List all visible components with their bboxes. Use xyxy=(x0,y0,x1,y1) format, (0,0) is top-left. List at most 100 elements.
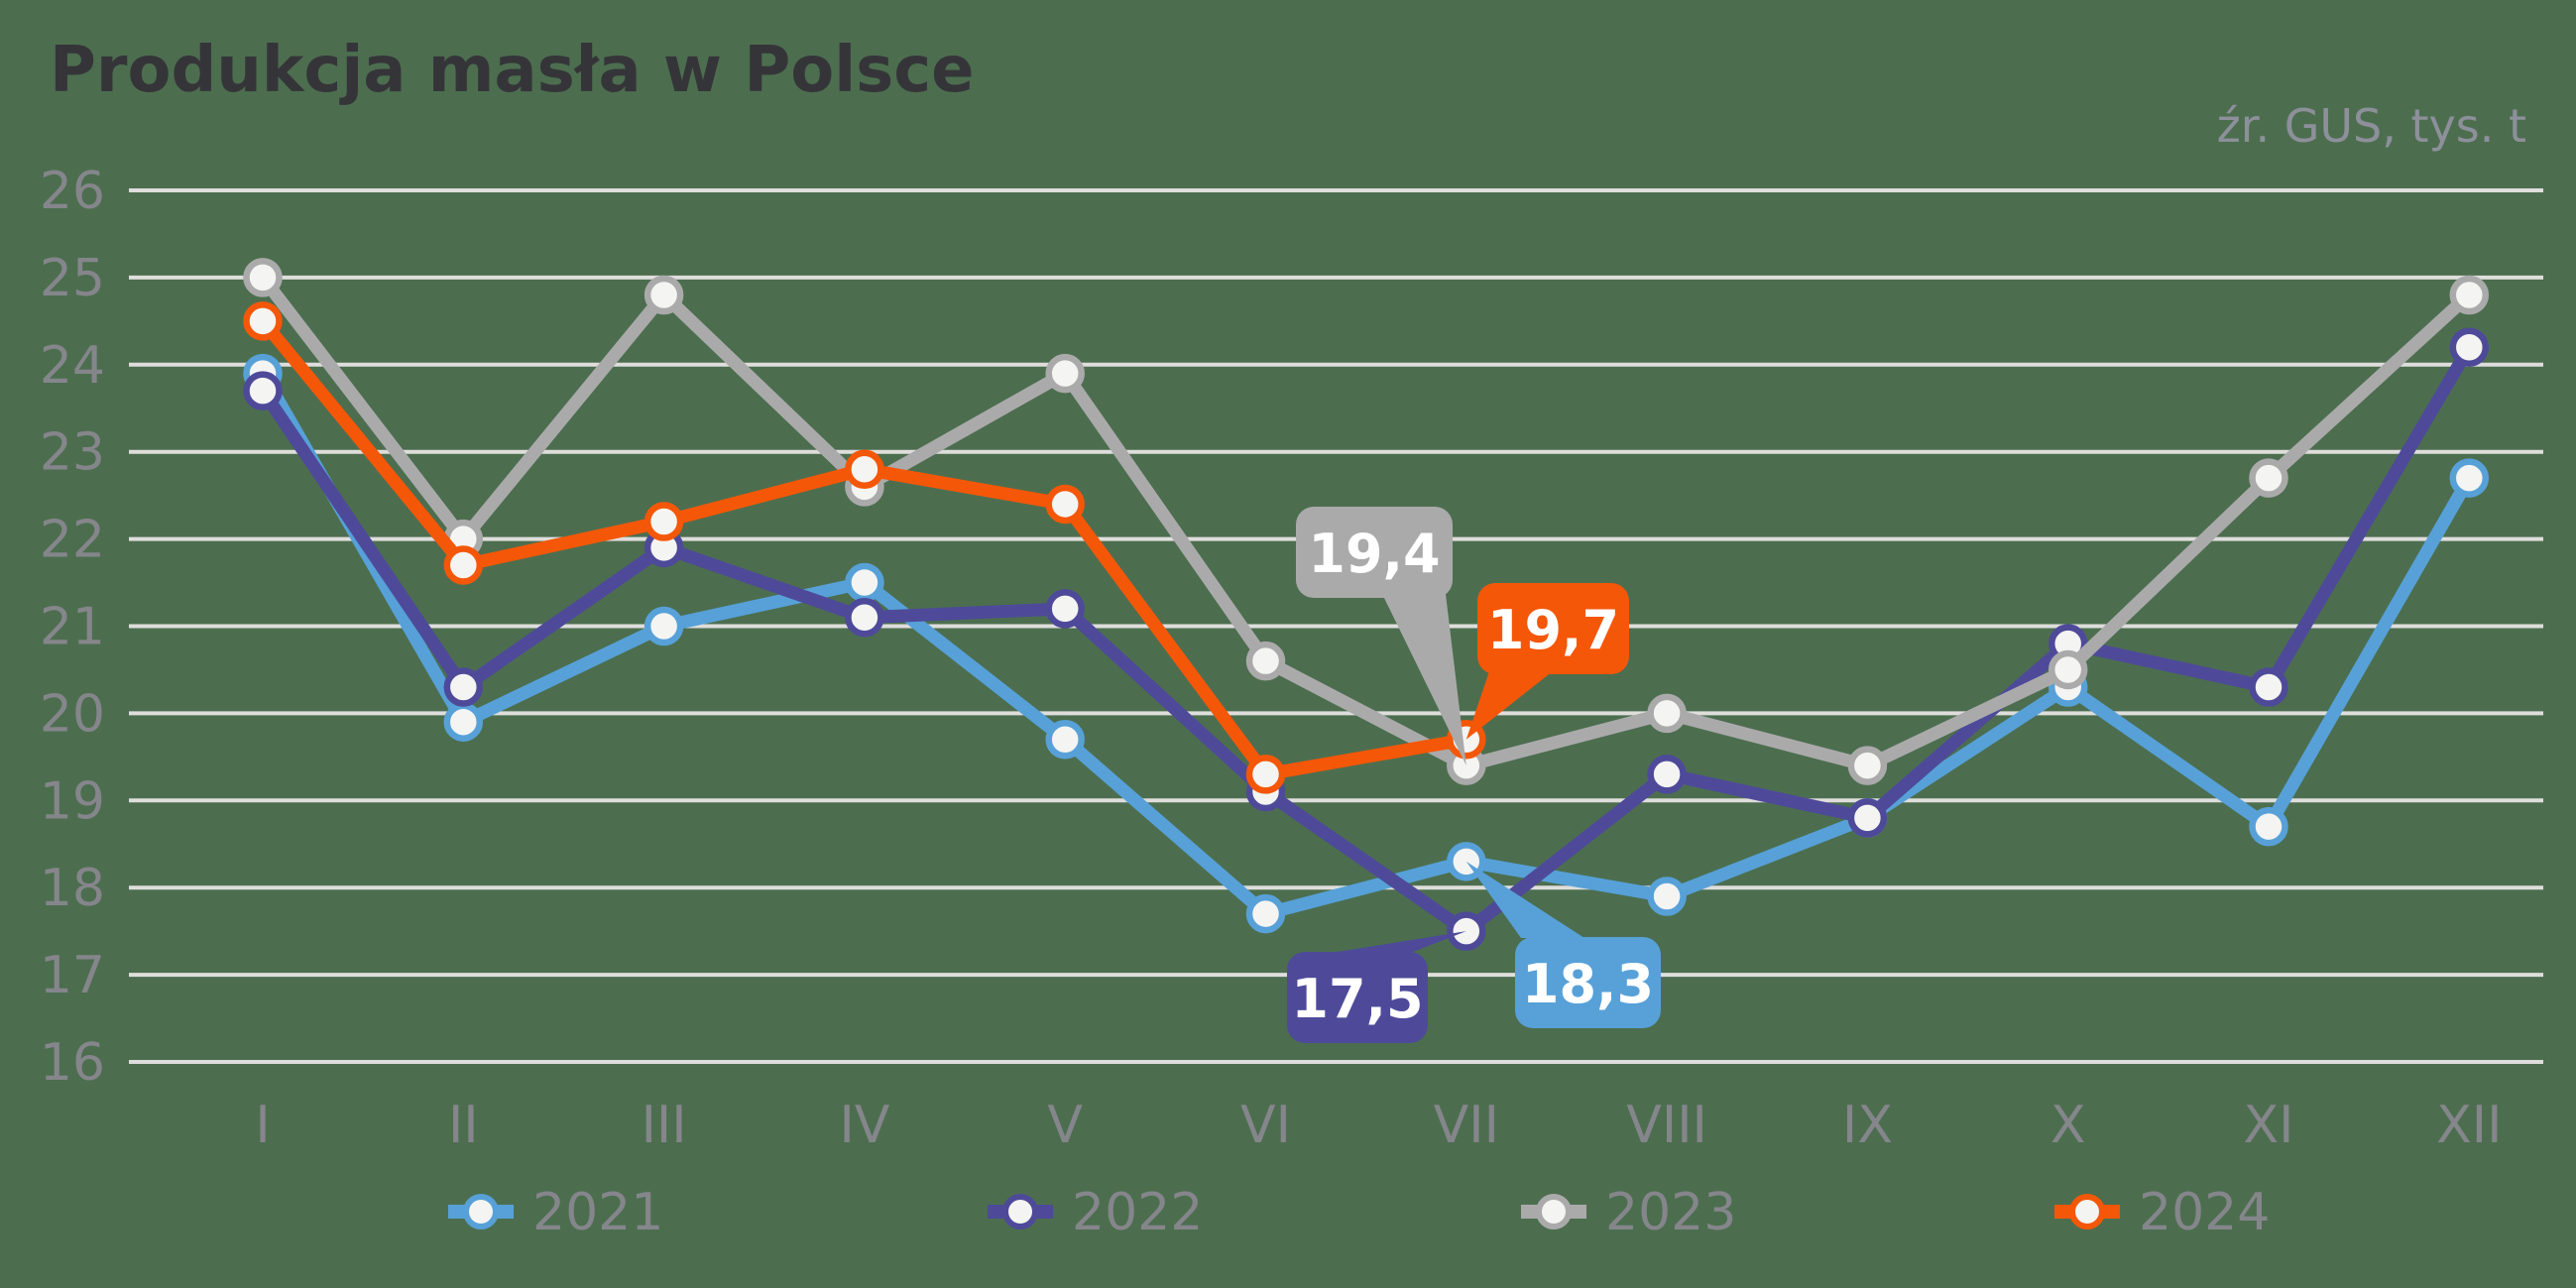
point-2024-III xyxy=(644,502,684,541)
point-2022-IX xyxy=(1847,798,1888,838)
line-2023 xyxy=(256,271,2476,772)
gridlines xyxy=(129,188,2543,1064)
point-2021-II xyxy=(443,702,484,742)
point-2021-XII xyxy=(2449,458,2490,498)
callout-label-2021: 18,3 xyxy=(1522,953,1654,1015)
callout-label-2024: 19,7 xyxy=(1487,599,1619,661)
callout-2021: 18,3 xyxy=(1465,861,1661,1028)
point-2022-XII xyxy=(2449,327,2490,367)
series-2022 xyxy=(243,327,2490,951)
x-tick-IV: IV xyxy=(839,1096,889,1155)
legend-entry-2022: 2022 xyxy=(988,1183,1203,1242)
y-tick-19: 19 xyxy=(40,771,105,831)
x-tick-V: V xyxy=(1047,1096,1083,1155)
series-2021 xyxy=(243,353,2490,934)
legend: 2021 2022 2023 2024 xyxy=(448,1183,2270,1242)
line-2021 xyxy=(256,367,2476,921)
y-tick-20: 20 xyxy=(40,684,105,744)
point-2021-IV xyxy=(845,562,884,603)
callout-box-2023 xyxy=(1296,507,1453,598)
point-2024-VI xyxy=(1245,755,1286,794)
y-tick-16: 16 xyxy=(40,1033,105,1093)
y-tick-21: 21 xyxy=(40,598,105,657)
x-tick-IX: IX xyxy=(1842,1096,1893,1155)
callout-2022: 17,5 xyxy=(1287,931,1466,1043)
point-2023-XI xyxy=(2249,458,2288,498)
x-tick-III: III xyxy=(642,1096,687,1155)
y-tick-23: 23 xyxy=(40,423,105,483)
callout-label-2023: 19,4 xyxy=(1308,523,1440,585)
point-2021-V xyxy=(1045,720,1085,760)
point-2024-IV xyxy=(845,449,884,490)
point-2023-VIII xyxy=(1647,693,1687,734)
callout-pointer-2022 xyxy=(1325,931,1466,954)
line-2024 xyxy=(256,314,1473,781)
legend-label-2024: 2024 xyxy=(2139,1183,2270,1242)
series-2023 xyxy=(243,258,2490,785)
point-2023-X xyxy=(2048,649,2088,690)
point-2023-I xyxy=(243,258,283,297)
point-2024-V xyxy=(1045,484,1085,525)
x-tick-X: X xyxy=(2050,1096,2086,1155)
point-2021-XI xyxy=(2249,806,2288,847)
legend-label-2022: 2022 xyxy=(1072,1183,1203,1242)
point-2024-II xyxy=(443,545,484,585)
x-tick-VII: VII xyxy=(1434,1096,1499,1155)
point-2023-IX xyxy=(1847,746,1888,785)
x-tick-XI: XI xyxy=(2244,1096,2294,1155)
data-series xyxy=(243,258,2490,951)
x-tick-VI: VI xyxy=(1240,1096,1291,1155)
legend-entry-2021: 2021 xyxy=(448,1183,663,1242)
callout-box-2022 xyxy=(1287,952,1428,1043)
y-tick-24: 24 xyxy=(40,336,105,396)
y-tick-25: 25 xyxy=(40,249,105,308)
line-2022 xyxy=(256,340,2476,938)
point-2022-XI xyxy=(2249,667,2288,707)
point-2024-I xyxy=(243,301,283,341)
legend-marker-dot-2023 xyxy=(1536,1194,1572,1229)
x-axis-labels: I II III IV V VI VII VIII IX X XI XII xyxy=(255,1096,2502,1155)
point-2022-V xyxy=(1045,589,1085,629)
legend-entry-2024: 2024 xyxy=(2054,1183,2270,1242)
callout-pointer-2024 xyxy=(1465,671,1553,740)
x-tick-I: I xyxy=(255,1096,270,1155)
x-tick-II: II xyxy=(448,1096,479,1155)
point-2021-III xyxy=(644,606,684,646)
point-2022-II xyxy=(443,667,484,707)
callout-label-2022: 17,5 xyxy=(1291,968,1423,1030)
callout-box-2021 xyxy=(1515,937,1661,1028)
point-2022-I xyxy=(243,371,283,410)
callout-pointer-2021 xyxy=(1465,861,1584,938)
point-2023-III xyxy=(644,275,684,315)
callout-pointer-2023 xyxy=(1382,594,1466,766)
callout-2023: 19,4 xyxy=(1296,507,1466,766)
y-tick-22: 22 xyxy=(40,511,105,570)
y-axis-labels: 26 25 24 23 22 21 20 19 18 17 16 xyxy=(40,162,105,1093)
legend-marker-dot-2022 xyxy=(1002,1194,1038,1229)
point-2023-VI xyxy=(1245,641,1286,681)
point-2023-XII xyxy=(2449,275,2490,315)
callout-box-2024 xyxy=(1477,583,1629,674)
callout-2024: 19,7 xyxy=(1465,583,1629,740)
point-2023-V xyxy=(1045,353,1085,394)
legend-marker-dot-2021 xyxy=(463,1194,499,1229)
source-note: źr. GUS, tys. t xyxy=(2216,99,2526,153)
point-2021-VI xyxy=(1245,893,1286,934)
legend-marker-dot-2024 xyxy=(2069,1194,2105,1229)
point-2022-VIII xyxy=(1647,755,1687,794)
data-callouts: 19,4 19,7 17,5 18,3 xyxy=(1287,507,1661,1043)
point-2022-IV xyxy=(845,597,884,638)
legend-label-2023: 2023 xyxy=(1605,1183,1736,1242)
y-tick-17: 17 xyxy=(40,946,105,1005)
y-tick-18: 18 xyxy=(40,859,105,918)
x-tick-VIII: VIII xyxy=(1626,1096,1707,1155)
legend-label-2021: 2021 xyxy=(532,1183,663,1242)
x-tick-XII: XII xyxy=(2436,1096,2502,1155)
y-tick-26: 26 xyxy=(40,162,105,221)
page-title: Produkcja masła w Polsce xyxy=(50,34,975,107)
series-2024 xyxy=(243,301,1486,794)
legend-entry-2023: 2023 xyxy=(1521,1183,1736,1242)
point-2021-VIII xyxy=(1647,877,1687,916)
